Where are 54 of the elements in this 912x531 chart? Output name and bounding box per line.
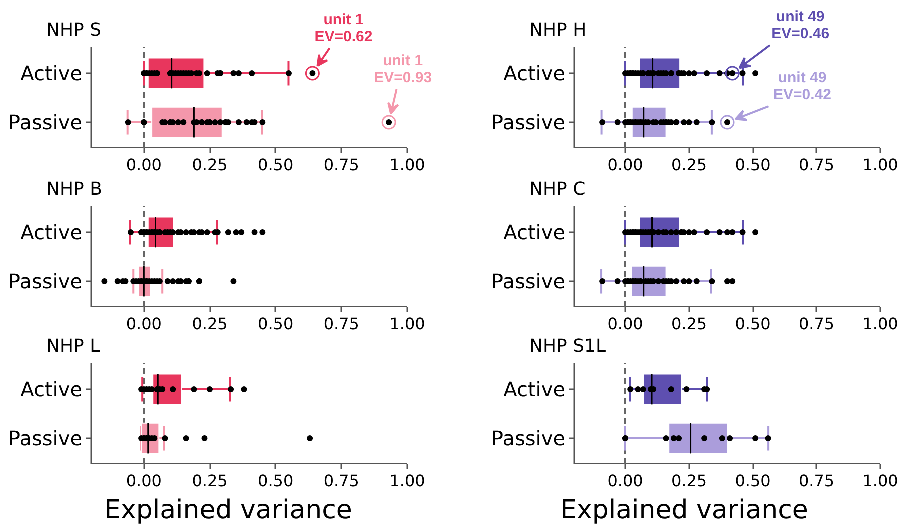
y-tick-label: Passive xyxy=(8,110,83,135)
y-tick-label: Active xyxy=(504,220,566,244)
x-tick-label: 0.25 xyxy=(192,314,228,334)
chart-title: NHP S1L xyxy=(530,336,606,357)
x-tick-label: 0.00 xyxy=(126,314,162,334)
y-tick-label: Active xyxy=(504,377,566,402)
annotation: unit 1 EV=0.62 xyxy=(314,11,373,46)
x-tick-label: 0.00 xyxy=(608,472,644,490)
x-tick-label: 1.00 xyxy=(390,314,426,334)
x-tick-label: 1.00 xyxy=(390,156,426,174)
chart-title: NHP C xyxy=(530,179,586,200)
x-tick-label: 1.00 xyxy=(390,472,426,490)
y-tick-label: Passive xyxy=(492,426,566,451)
x-tick-label: 0.25 xyxy=(192,156,228,174)
x-tick-label: 1.00 xyxy=(862,314,898,334)
x-tick-label: 0.25 xyxy=(671,472,708,490)
x-tick-label: 1.00 xyxy=(862,472,898,490)
x-tick-label: 0.75 xyxy=(324,156,360,174)
x-axis-title: Explained variance xyxy=(560,496,808,526)
x-tick-label: 0.25 xyxy=(192,472,228,490)
x-tick-label: 0.50 xyxy=(735,314,771,334)
x-axis-title: Explained variance xyxy=(104,496,352,526)
x-tick-label: 0.50 xyxy=(735,472,771,490)
x-tick-label: 1.00 xyxy=(862,156,898,174)
y-tick-label: Active xyxy=(504,61,566,86)
x-tick-label: 0.50 xyxy=(258,314,294,334)
chart-title: NHP B xyxy=(46,179,102,200)
x-tick-label: 0.75 xyxy=(798,472,835,490)
x-tick-label: 0.50 xyxy=(258,472,294,490)
annotation: unit 1 EV=0.93 xyxy=(374,52,432,87)
x-tick-label: 0.50 xyxy=(735,156,771,174)
annotation: unit 49 EV=0.46 xyxy=(772,8,830,42)
chart-title: NHP H xyxy=(530,20,587,41)
x-tick-label: 0.75 xyxy=(324,314,360,334)
y-tick-label: Active xyxy=(20,220,83,244)
y-tick-label: Passive xyxy=(492,110,566,135)
y-tick-label: Passive xyxy=(8,426,83,451)
y-tick-label: Passive xyxy=(492,270,566,294)
x-tick-label: 0.00 xyxy=(126,472,162,490)
x-tick-label: 0.00 xyxy=(608,156,644,174)
y-tick-label: Passive xyxy=(8,270,83,294)
chart-title: NHP S xyxy=(46,20,102,41)
chart-title: NHP L xyxy=(46,336,100,357)
y-tick-label: Active xyxy=(20,377,83,402)
annotation: unit 49 EV=0.42 xyxy=(774,70,832,104)
x-tick-label: 0.75 xyxy=(798,314,835,334)
x-tick-label: 0.25 xyxy=(671,156,708,174)
x-tick-label: 0.00 xyxy=(126,156,162,174)
y-tick-label: Active xyxy=(20,61,83,86)
x-tick-label: 0.25 xyxy=(671,314,708,334)
x-tick-label: 0.50 xyxy=(258,156,294,174)
x-tick-label: 0.00 xyxy=(608,314,644,334)
x-tick-label: 0.75 xyxy=(324,472,360,490)
x-tick-label: 0.75 xyxy=(798,156,835,174)
